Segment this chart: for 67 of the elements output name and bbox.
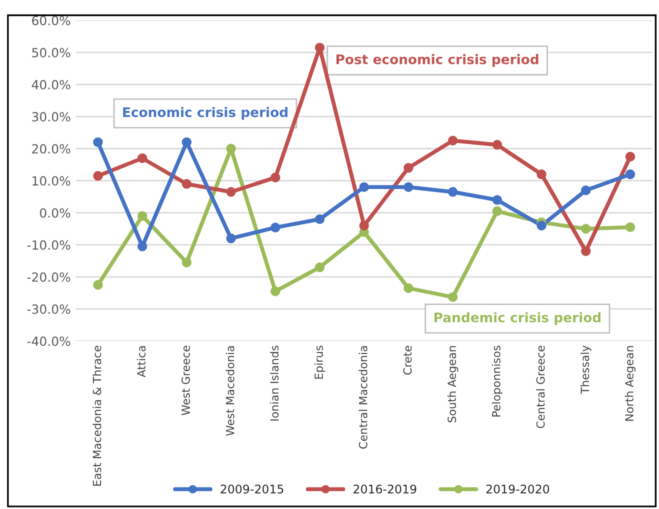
- x-tick-label: Central Macedonia: [358, 346, 368, 449]
- point: [314, 42, 325, 52]
- point: [492, 195, 502, 205]
- x-tick-label: Ionian Islands: [270, 346, 279, 421]
- x-tick-label: South Aegean: [447, 346, 458, 422]
- point: [625, 152, 636, 162]
- y-tick-label: 10.0%: [32, 176, 70, 186]
- point: [182, 137, 192, 148]
- point: [314, 262, 325, 272]
- x-tick-label: West Macedonia: [226, 346, 234, 436]
- point: [270, 172, 280, 182]
- point: [93, 137, 103, 148]
- y-tick-label: 50.0%: [32, 48, 70, 58]
- y-tick-label: 20.0%: [32, 144, 70, 154]
- y-tick-label: 40.0%: [32, 80, 70, 90]
- point: [359, 220, 369, 230]
- point: [404, 182, 414, 192]
- point: [448, 187, 458, 197]
- point: [182, 258, 192, 268]
- point: [226, 144, 236, 154]
- legend-label: 2009-2015: [220, 484, 284, 494]
- x-tick-label: Central Greece: [536, 346, 545, 428]
- point: [404, 283, 414, 293]
- y-tick-label: -40.0%: [27, 336, 70, 346]
- point: [270, 222, 280, 232]
- x-tick-label: North Aegean: [624, 346, 636, 421]
- point: [536, 220, 546, 230]
- legend-label: 2019-2020: [486, 484, 550, 494]
- y-tick-label: -10.0%: [27, 240, 70, 250]
- point: [182, 179, 192, 189]
- point: [404, 163, 414, 173]
- x-tick-label: West Greece: [181, 346, 190, 416]
- point: [226, 187, 236, 197]
- point: [625, 169, 636, 180]
- point: [359, 182, 369, 192]
- y-tick-label: -20.0%: [27, 272, 70, 282]
- x-tick-label: Thessaly: [580, 346, 592, 394]
- y-tick-label: -30.0%: [27, 304, 70, 314]
- point: [492, 140, 502, 150]
- x-tick-label: East Macedonia & Thrace: [92, 346, 102, 486]
- point: [536, 169, 546, 180]
- x-tick-label: Epirus: [314, 346, 326, 379]
- point: [581, 224, 591, 234]
- point: [314, 214, 325, 224]
- legend-label: 2016-2019: [354, 484, 416, 494]
- point: [492, 206, 502, 216]
- x-tick-label: Peloponnisos: [492, 346, 503, 417]
- point: [625, 222, 636, 232]
- point: [226, 234, 236, 244]
- x-tick-label: Crete: [403, 346, 412, 375]
- point: [137, 242, 148, 252]
- y-tick-label: 30.0%: [32, 112, 70, 122]
- point: [93, 280, 103, 290]
- point: [448, 136, 458, 146]
- point: [581, 246, 591, 256]
- y-tick-label: 0.0%: [40, 208, 70, 218]
- point: [270, 286, 280, 296]
- annotation: Economic crisis period: [123, 106, 288, 120]
- y-tick-label: 60.0%: [32, 16, 70, 26]
- x-tick-label: Attica: [136, 346, 146, 378]
- annotation: Pandemic crisis period: [434, 312, 600, 325]
- point: [581, 185, 591, 196]
- point: [448, 292, 458, 302]
- point: [137, 211, 148, 221]
- annotation: Post economic crisis period: [336, 54, 538, 67]
- point: [137, 153, 148, 164]
- point: [93, 171, 103, 181]
